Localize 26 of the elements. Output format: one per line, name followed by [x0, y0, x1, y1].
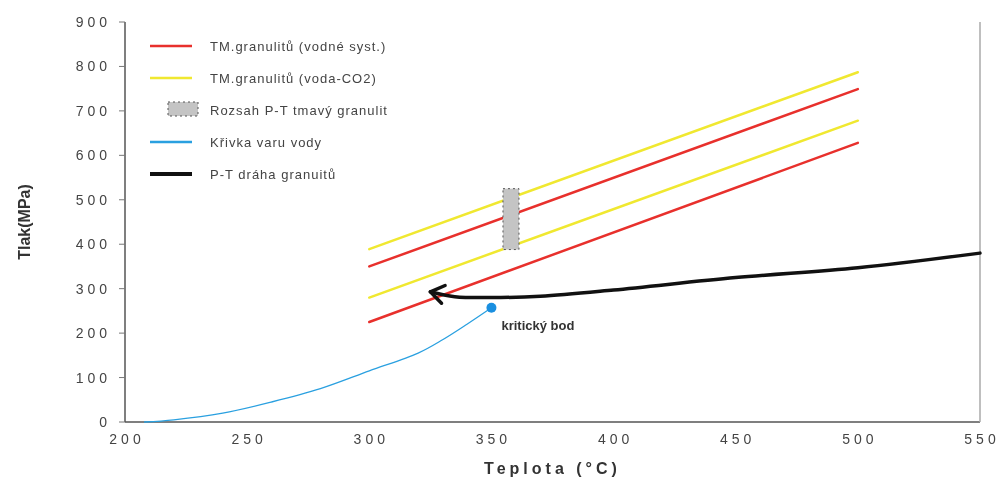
- x-tick-label: 300: [353, 431, 389, 447]
- y-tick-label: 600: [75, 147, 111, 164]
- y-tick-label: 500: [75, 191, 111, 208]
- y-tick-label: 400: [75, 236, 111, 253]
- legend-label: TM.granulitů (vodné syst.): [210, 39, 387, 54]
- x-tick-label: 450: [720, 431, 756, 447]
- x-tick-label: 400: [597, 431, 634, 447]
- y-axis-title: Tlak(MPa): [16, 184, 33, 260]
- x-axis-title: Teplota (°C): [484, 460, 621, 477]
- y-tick-label: 800: [75, 58, 111, 75]
- y-tick-label: 300: [75, 280, 111, 297]
- x-tick-label: 350: [475, 431, 512, 447]
- legend-label: TM.granulitů (voda-CO2): [210, 71, 377, 86]
- legend-label: P-T dráha granuitů: [210, 167, 337, 182]
- y-tick-label: 700: [75, 102, 111, 119]
- y-tick-label: 100: [75, 369, 111, 386]
- y-tick-label: 0: [99, 414, 111, 430]
- y-tick-label: 900: [75, 14, 111, 30]
- legend-label: Rozsah P-T tmavý granulit: [210, 103, 388, 118]
- legend-label: Křivka varu vody: [210, 135, 323, 150]
- x-tick-label: 250: [231, 431, 267, 447]
- annotation: kritický bod: [501, 317, 575, 333]
- x-tick-label: 550: [964, 431, 1000, 447]
- x-tick-label: 200: [109, 431, 145, 447]
- y-tick-label: 200: [75, 325, 111, 342]
- x-tick-label: 500: [842, 431, 878, 447]
